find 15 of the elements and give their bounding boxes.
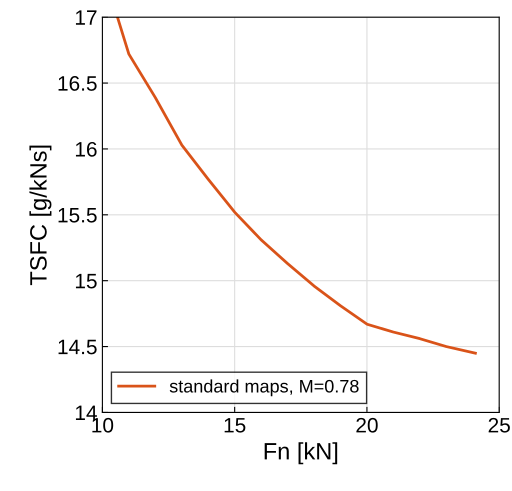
legend-label: standard maps, M=0.78 bbox=[170, 379, 359, 396]
line-series bbox=[116, 17, 477, 355]
x-axis-title: Fn [kN] bbox=[264, 442, 338, 464]
y-tick-label: 14 bbox=[76, 406, 97, 420]
x-tick-label: 15 bbox=[224, 418, 246, 433]
y-tick-label: 17 bbox=[76, 10, 96, 25]
y-tick-label: 16.5 bbox=[58, 76, 97, 91]
x-tick-label: 25 bbox=[488, 418, 510, 433]
y-axis-title: TSFC [g/kNs] bbox=[29, 146, 52, 286]
y-tick-label: 15 bbox=[76, 274, 97, 288]
y-tick-label: 15.5 bbox=[58, 208, 97, 223]
y-tick-label: 14.5 bbox=[58, 340, 97, 354]
y-tick-label: 16 bbox=[76, 142, 97, 157]
x-tick-label: 10 bbox=[92, 418, 114, 433]
x-tick-label: 20 bbox=[356, 418, 378, 433]
